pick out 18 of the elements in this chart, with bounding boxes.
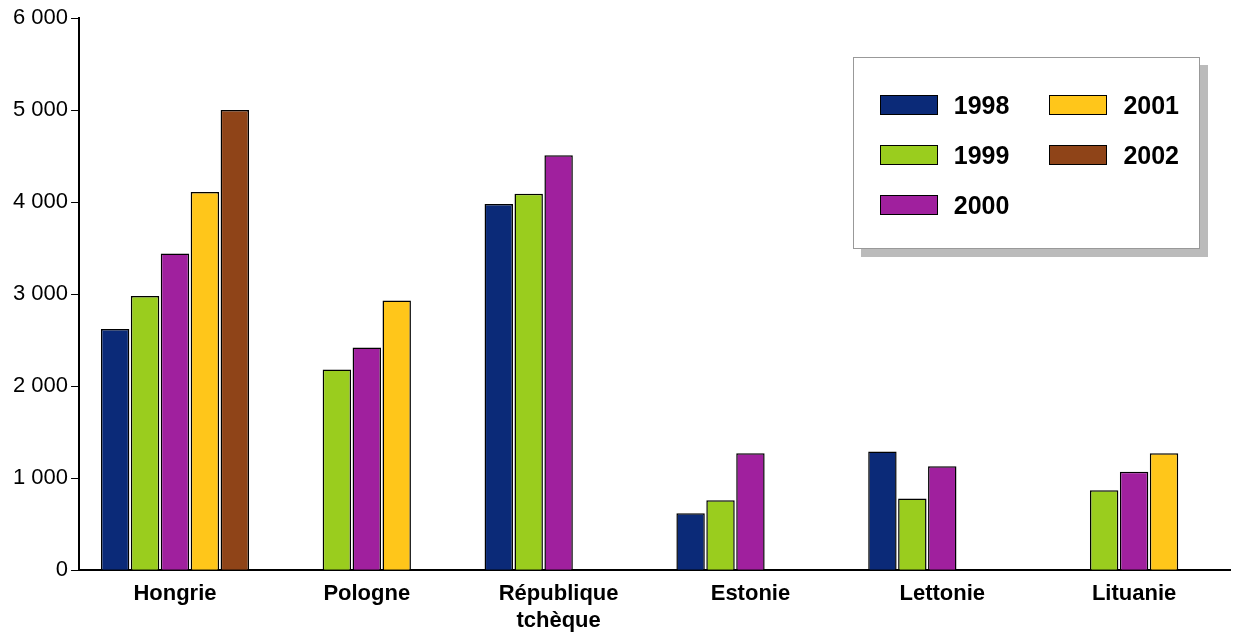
y-tick-label: 2 000 bbox=[12, 372, 69, 398]
y-tick-label: 1 000 bbox=[12, 464, 69, 490]
x-tick-label: Lituanie bbox=[1091, 580, 1177, 606]
legend-label: 2002 bbox=[1123, 140, 1179, 170]
x-tick-label: Lettonie bbox=[899, 580, 986, 606]
x-tick-label: Hongrie bbox=[133, 580, 217, 606]
y-tick-label: 4 000 bbox=[12, 188, 69, 214]
legend-label: 1998 bbox=[953, 90, 1010, 120]
y-tick-label: 3 000 bbox=[12, 280, 69, 306]
x-tick-label: Estonie bbox=[710, 580, 791, 606]
legend-label: 1999 bbox=[953, 140, 1010, 170]
legend-label: 2001 bbox=[1123, 90, 1179, 120]
y-tick-label: 5 000 bbox=[12, 96, 69, 122]
x-tick-label: République tchèque bbox=[498, 580, 619, 632]
x-tick-label: Pologne bbox=[323, 580, 411, 606]
legend-label: 2000 bbox=[953, 190, 1010, 220]
y-tick-label: 0 bbox=[55, 556, 69, 582]
y-tick-label: 6 000 bbox=[12, 4, 69, 30]
